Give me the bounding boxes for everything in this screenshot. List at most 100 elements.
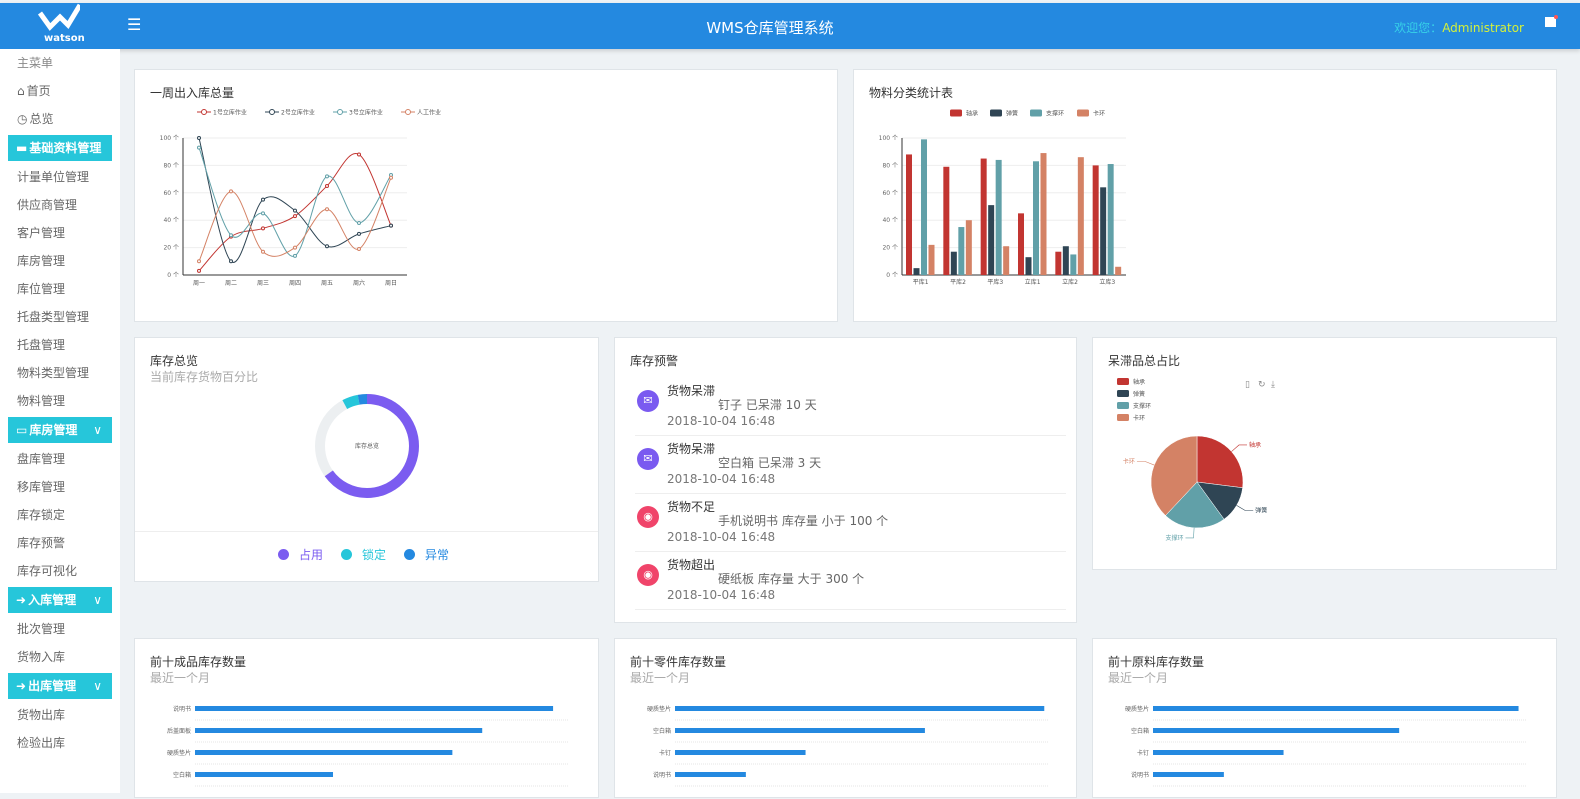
y-tick-label: 60 个: [882, 190, 898, 197]
sidebar-item-3[interactable]: 计量单位管理: [0, 163, 120, 191]
y-tick-label: 20 个: [882, 245, 898, 252]
sidebar-icon: ➜: [16, 679, 27, 693]
data-point: [389, 223, 393, 228]
y-tick-label: 硬质垫片: [1125, 705, 1149, 713]
bar: [1055, 251, 1062, 275]
legend-swatch: [1117, 402, 1129, 409]
bar: [675, 772, 746, 777]
data-point: [261, 211, 265, 216]
bar: [1033, 161, 1039, 275]
x-tick-label: 周六: [353, 279, 365, 287]
bar: [928, 244, 935, 275]
bar: [1092, 165, 1099, 275]
refresh-icon[interactable]: ↻: [1258, 380, 1266, 390]
data-point: [197, 145, 201, 150]
sidebar-group-21[interactable]: ➜ 出库管理 ∨: [8, 673, 112, 699]
hamburger-icon[interactable]: ☰: [127, 15, 142, 34]
flag-icon[interactable]: [1545, 15, 1558, 27]
sidebar-item-1[interactable]: ◷ 总览: [0, 105, 120, 133]
sidebar-item-6[interactable]: 库房管理: [0, 247, 120, 275]
card-title: 物料分类统计表: [869, 86, 954, 100]
watson-logo[interactable]: watson: [30, 3, 90, 49]
sidebar-item-9[interactable]: 托盘管理: [0, 331, 120, 359]
bar: [995, 159, 1002, 275]
donut-legend: 占用 锁定 异常: [135, 546, 598, 563]
data-point: [197, 259, 201, 264]
sidebar-item-14[interactable]: 移库管理: [0, 473, 120, 501]
bar: [906, 154, 912, 275]
sidebar-item-4[interactable]: 供应商管理: [0, 191, 120, 219]
donut-center-label: 库存总览: [355, 442, 379, 450]
sidebar-group-2[interactable]: ▬ 基础资料管理: [8, 135, 112, 161]
bar: [195, 750, 453, 755]
envelope-icon: ✉: [637, 448, 659, 470]
sidebar-label: 移库管理: [17, 480, 66, 494]
sidebar-item-7[interactable]: 库位管理: [0, 275, 120, 303]
sidebar-item-23[interactable]: 检验出库: [0, 729, 120, 757]
sidebar-label: 库存锁定: [17, 508, 66, 522]
warning-type: 货物不足: [667, 500, 716, 514]
card-subtitle: 最近一个月: [1108, 671, 1169, 685]
sidebar-item-15[interactable]: 库存锁定: [0, 501, 120, 529]
y-tick-label: 卡钉: [1137, 749, 1149, 757]
stock-warning-card: 库存预警 ✉ 货物呆滞 钉子 已呆滞 10 天 2018-10-04 16:48 ✉ 货物…: [614, 337, 1077, 623]
sidebar-item-22[interactable]: 货物出库: [0, 701, 120, 729]
bar: [965, 220, 972, 275]
card-title: 库存总览: [150, 354, 199, 368]
legend-label: 轴承: [1133, 378, 1145, 386]
sidebar-item-13[interactable]: 盘库管理: [0, 445, 120, 473]
sidebar-group-12[interactable]: ▭ 库房管理 ∨: [8, 417, 112, 443]
x-tick-label: 周一: [193, 280, 205, 287]
logo-text: watson: [44, 33, 85, 44]
warning-desc: 空白箱 已呆滞 3 天: [718, 456, 822, 470]
sidebar-item-17[interactable]: 库存可视化: [0, 557, 120, 585]
file-icon[interactable]: ▯: [1245, 380, 1250, 390]
legend-item[interactable]: 异常: [404, 548, 455, 562]
user-name[interactable]: Administrator: [1442, 21, 1524, 35]
y-tick-label: 卡钉: [659, 749, 671, 757]
globe-icon: ◉: [637, 506, 659, 528]
sidebar-label: 入库管理: [28, 593, 77, 607]
inventory-donut: 库存总览: [315, 394, 419, 498]
y-tick-label: 后盖面板: [167, 727, 191, 735]
sidebar-item-16[interactable]: 库存预警: [0, 529, 120, 557]
sidebar-label: 库存预警: [17, 536, 66, 550]
legend-swatch: [1117, 414, 1129, 421]
sidebar-item-8[interactable]: 托盘类型管理: [0, 303, 120, 331]
warning-item[interactable]: ◉ 货物不足 手机说明书 库存量 小于 100 个 2018-10-04 16:48: [635, 494, 1066, 552]
warning-item[interactable]: ✉ 货物呆滞 钉子 已呆滞 10 天 2018-10-04 16:48: [635, 378, 1066, 436]
sidebar-item-11[interactable]: 物料管理: [0, 387, 120, 415]
sidebar-item-10[interactable]: 物料类型管理: [0, 359, 120, 387]
y-tick-label: 说明书: [173, 705, 191, 713]
logo-check-icon: [37, 3, 83, 31]
warning-desc: 硬纸板 库存量 大于 300 个: [718, 572, 865, 586]
data-point: [325, 244, 329, 249]
legend-label: 2号立库作业: [281, 109, 315, 117]
legend-label: 占用: [298, 548, 323, 562]
sidebar-label: 出库管理: [28, 679, 77, 693]
x-tick-label: 立库1: [1025, 278, 1041, 286]
legend-item[interactable]: 占用: [277, 548, 329, 562]
card-title: 前十零件库存数量: [630, 655, 727, 669]
donut-slice-abnormal: [315, 394, 419, 498]
y-tick-label: 40 个: [163, 217, 179, 224]
download-icon[interactable]: ⤓: [1271, 380, 1275, 390]
pie-label: 轴承: [1249, 441, 1261, 449]
sidebar-item-19[interactable]: 批次管理: [0, 615, 120, 643]
sidebar-item-20[interactable]: 货物入库: [0, 643, 120, 671]
chevron-down-icon: ∨: [93, 679, 102, 693]
data-point: [325, 174, 329, 179]
legend-item[interactable]: 锁定: [340, 548, 392, 562]
sidebar-label: 总览: [29, 112, 54, 126]
warning-type: 货物呆滞: [667, 384, 716, 398]
sidebar-item-0[interactable]: ⌂ 首页: [0, 77, 120, 105]
sidebar-label: 计量单位管理: [17, 170, 90, 184]
warning-item[interactable]: ◉ 货物超出 硬纸板 库存量 大于 300 个 2018-10-04 16:48: [635, 552, 1066, 610]
envelope-icon: ✉: [637, 390, 659, 412]
sidebar-group-18[interactable]: ➜ 入库管理 ∨: [8, 587, 112, 613]
sidebar-item-5[interactable]: 客户管理: [0, 219, 120, 247]
y-tick-label: 40 个: [882, 217, 898, 224]
warning-item[interactable]: ✉ 货物呆滞 空白箱 已呆滞 3 天 2018-10-04 16:48: [635, 436, 1066, 494]
